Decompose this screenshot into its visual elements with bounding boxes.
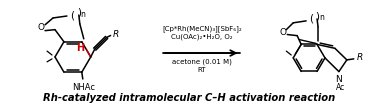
Text: acetone (0.01 M): acetone (0.01 M) (172, 59, 232, 65)
Text: O: O (280, 28, 287, 37)
Text: (: ( (309, 14, 313, 24)
Text: Ac: Ac (336, 83, 345, 92)
Text: R: R (357, 53, 363, 62)
Text: N: N (336, 75, 342, 84)
Text: NHAc: NHAc (72, 83, 95, 92)
Text: n: n (80, 10, 85, 19)
Text: n: n (319, 13, 324, 22)
Text: H: H (76, 43, 84, 53)
Text: ): ) (315, 11, 319, 21)
Text: O: O (37, 23, 45, 32)
Text: ): ) (77, 7, 81, 17)
Text: RT: RT (198, 67, 206, 73)
Text: R: R (113, 30, 119, 39)
Text: [Cp*Rh(MeCN)₃][SbF₆]₂: [Cp*Rh(MeCN)₃][SbF₆]₂ (162, 25, 242, 32)
Text: Rh-catalyzed intramolecular C–H activation reaction: Rh-catalyzed intramolecular C–H activati… (43, 93, 335, 103)
Text: Cu(OAc)₂•H₂O, O₂: Cu(OAc)₂•H₂O, O₂ (171, 33, 233, 40)
Text: (: ( (70, 10, 74, 20)
